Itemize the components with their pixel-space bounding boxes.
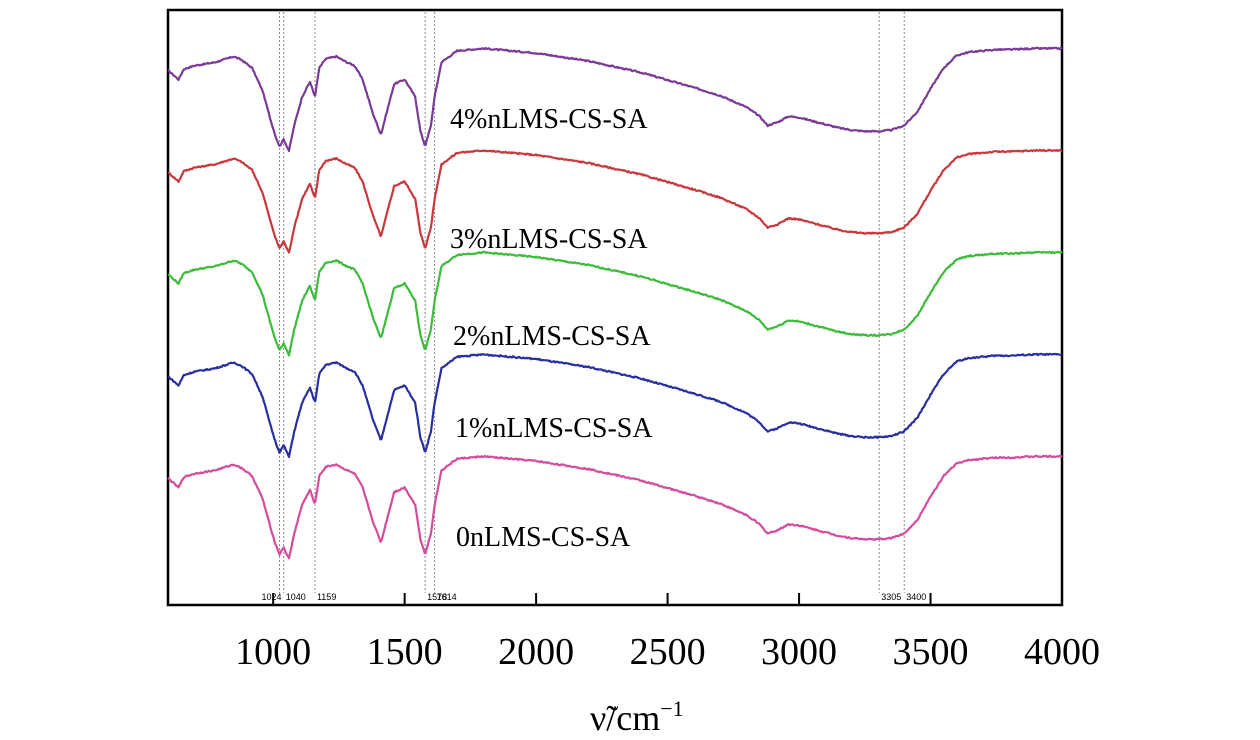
series-label-4: 1%nLMS-CS-SA [455, 413, 653, 444]
series-line-1 [167, 46, 1063, 153]
x-axis-label-text: ν̃/cm [590, 698, 660, 738]
x-ticks [272, 593, 1063, 605]
series-label-5: 0nLMS-CS-SA [456, 522, 631, 553]
x-tick-label-3000: 3000 [761, 631, 837, 673]
reference-label-1614: 1614 [437, 592, 457, 602]
series-label-1: 4%nLMS-CS-SA [450, 104, 648, 135]
x-tick-label-3500: 3500 [893, 631, 969, 673]
x-tick-label-1500: 1500 [367, 631, 443, 673]
reference-label-1040: 1040 [286, 592, 306, 602]
reference-label-1024: 1024 [261, 592, 281, 602]
x-tick-label-2000: 2000 [498, 631, 574, 673]
series-labels: 4%nLMS-CS-SA 3%nLMS-CS-SA 2%nLMS-CS-SA 1%nL… [450, 104, 653, 553]
series-label-2: 3%nLMS-CS-SA [450, 224, 648, 255]
series-line-3 [167, 250, 1063, 357]
reference-label-1159: 1159 [317, 592, 336, 602]
plot-frame [166, 8, 1064, 607]
series-line-5 [167, 454, 1063, 560]
x-tick-label-1000: 1000 [235, 631, 311, 673]
reference-label-1578: 1578 [427, 592, 447, 602]
reference-label-3305: 3305 [881, 592, 901, 602]
series-line-2 [168, 148, 1063, 254]
plot-area: 4%nLMS-CS-SA 3%nLMS-CS-SA 2%nLMS-CS-SA 1%nL… [166, 8, 1064, 607]
series-label-3: 2%nLMS-CS-SA [453, 321, 651, 352]
x-axis-label: ν̃/cm−1 [590, 696, 684, 738]
x-tick-label-2500: 2500 [630, 631, 706, 673]
x-tick-label-4000: 4000 [1024, 631, 1100, 673]
series-group [167, 46, 1063, 560]
x-tick-labels: 1000 1500 2000 2500 3000 3500 4000 [235, 631, 1100, 673]
reference-lines [278, 12, 905, 593]
reference-label-3400: 3400 [906, 592, 926, 602]
series-line-4 [167, 352, 1063, 458]
x-axis-label-superscript: −1 [660, 696, 683, 721]
